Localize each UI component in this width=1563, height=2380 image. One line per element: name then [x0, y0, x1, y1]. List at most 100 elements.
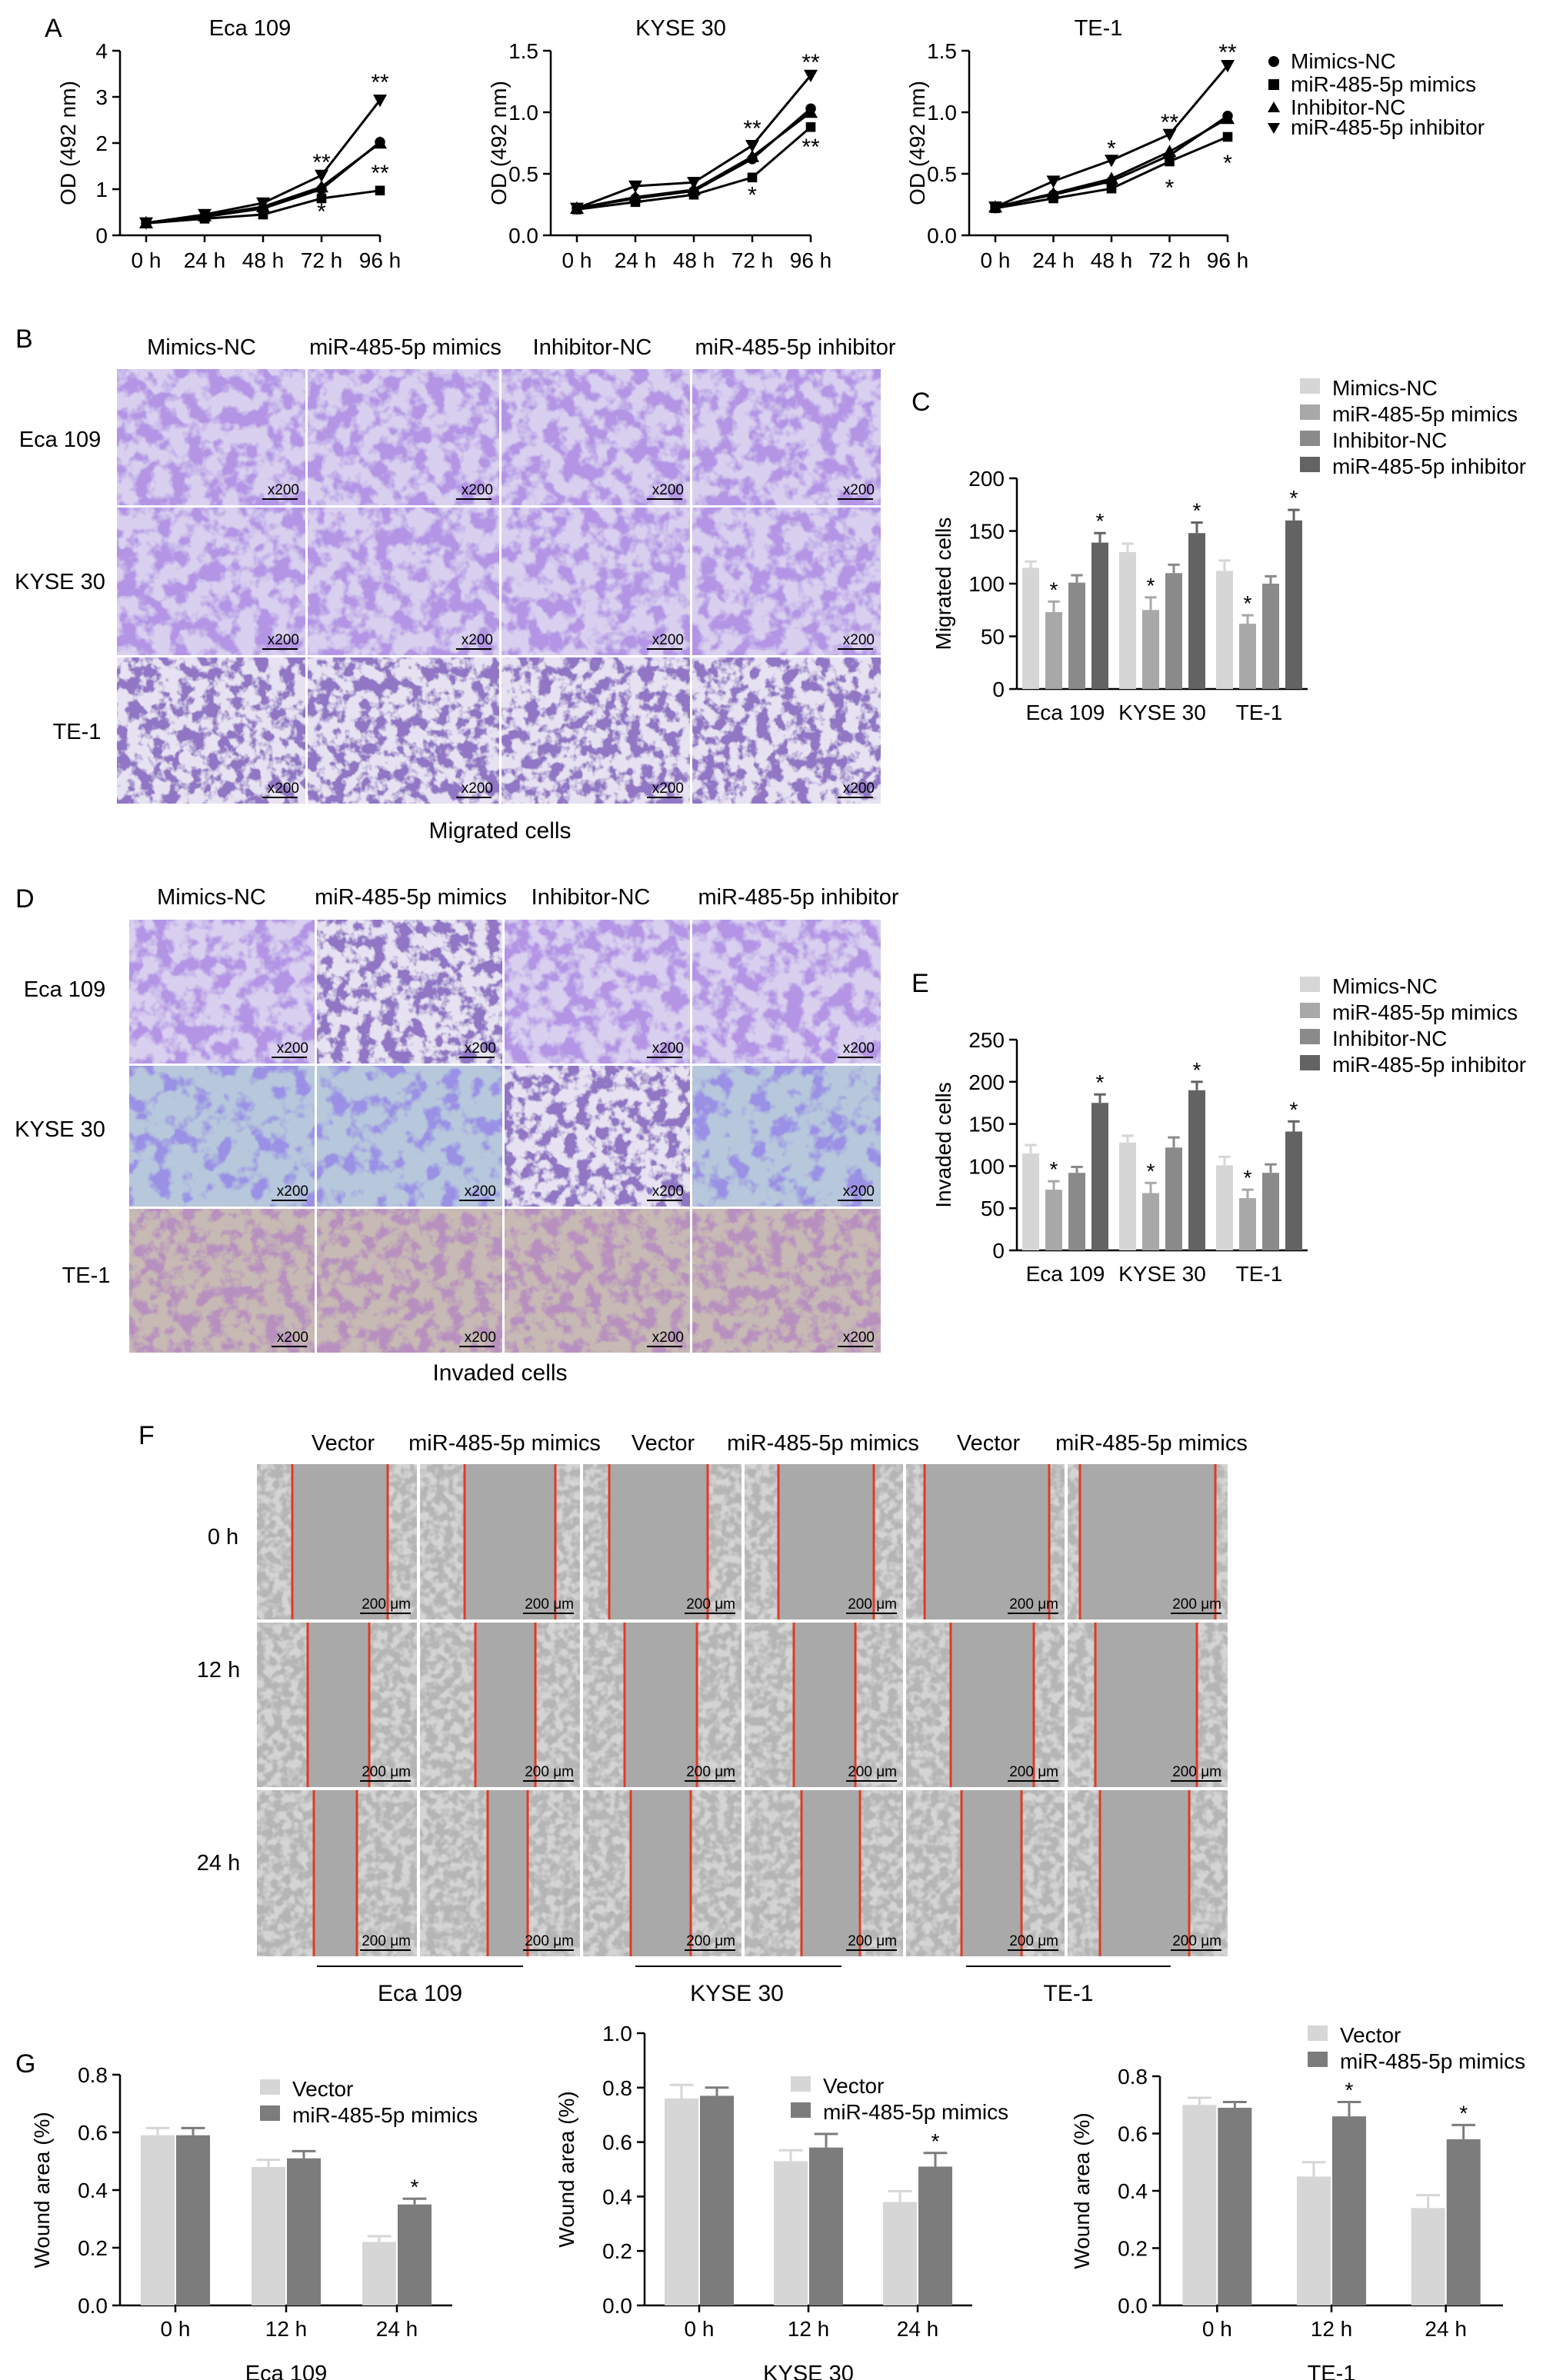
row-label: KYSE 30 — [15, 570, 105, 594]
legend-label: Inhibitor-NC — [1332, 428, 1447, 452]
micrograph — [692, 1209, 881, 1353]
scale-label: x200 — [843, 781, 875, 797]
data-point — [198, 208, 212, 221]
wound-gap — [609, 1464, 708, 1619]
x-tick-label: TE-1 — [1236, 701, 1283, 724]
column-label: Vector — [957, 1431, 1021, 1456]
micrograph — [317, 1209, 502, 1353]
x-tick-label: 24 h — [184, 248, 226, 272]
significance-label: * — [1107, 136, 1116, 161]
wound-gap — [308, 1623, 369, 1787]
x-tick-label: 0 h — [685, 2317, 715, 2341]
x-tick-label: 24 h — [615, 248, 657, 272]
panel-letter-g: G — [15, 2049, 35, 2079]
data-point — [1046, 175, 1061, 188]
legend-label: Mimics-NC — [1291, 49, 1396, 73]
legend-swatch — [1300, 1055, 1320, 1070]
data-point — [745, 140, 759, 153]
column-label: miR-485-5p mimics — [1055, 1431, 1248, 1456]
bar — [398, 2204, 432, 2305]
legend-label: miR-485-5p mimics — [1291, 72, 1476, 96]
scale-label: 200 μm — [525, 1933, 574, 1949]
scale-label: x200 — [843, 1040, 875, 1057]
x-tick-label: 24 h — [897, 2317, 939, 2341]
significance-label: * — [1223, 151, 1232, 176]
x-tick-label: 72 h — [301, 248, 343, 272]
data-point — [1222, 131, 1233, 142]
scale-label: 200 μm — [686, 1933, 735, 1949]
scale-label: x200 — [268, 781, 299, 797]
data-point — [1105, 171, 1118, 185]
column-label: Mimics-NC — [157, 885, 266, 910]
data-point — [628, 180, 642, 193]
wound-gap — [1100, 1790, 1189, 1956]
scale-label: x200 — [268, 482, 299, 498]
data-point — [373, 136, 387, 149]
bar — [1285, 520, 1302, 689]
column-label: Vector — [312, 1431, 375, 1456]
column-label: miR-485-5p mimics — [315, 885, 507, 910]
legend-label: miR-485-5p inhibitor — [1332, 454, 1526, 478]
data-point — [315, 180, 328, 193]
group-label: Eca 109 — [378, 1981, 462, 2006]
y-tick-label: 0.6 — [602, 2131, 632, 2155]
chart-title: TE-1 — [1075, 16, 1123, 41]
y-tick-label: 0 — [95, 224, 108, 248]
bar — [918, 2166, 952, 2305]
legend-swatch — [260, 2105, 280, 2121]
bar — [1216, 1165, 1233, 1250]
x-tick-label: KYSE 30 — [1118, 1262, 1206, 1286]
bar — [1332, 2116, 1366, 2305]
scale-label: 200 μm — [848, 1596, 897, 1613]
data-point — [1162, 145, 1177, 158]
y-tick-label: 200 — [968, 1070, 1005, 1094]
data-point — [747, 172, 758, 183]
micrograph — [692, 1066, 881, 1207]
bar — [1022, 1153, 1039, 1250]
significance-label: * — [1345, 2079, 1354, 2102]
y-tick-label: 1.5 — [927, 39, 957, 63]
scale-label: x200 — [843, 632, 875, 648]
bar — [1165, 1147, 1182, 1250]
bar — [1119, 1142, 1136, 1250]
scale-label: x200 — [652, 632, 684, 648]
y-tick-label: 0.4 — [1118, 2179, 1148, 2203]
legend-swatch — [1300, 378, 1320, 394]
column-label: Mimics-NC — [147, 335, 256, 360]
wound-gap — [925, 1464, 1049, 1619]
bar — [176, 2135, 210, 2305]
y-tick-label: 50 — [981, 625, 1005, 649]
y-tick-label: 0.6 — [1118, 2122, 1148, 2146]
micrograph — [308, 369, 499, 505]
y-tick-label: 100 — [968, 572, 1005, 596]
row-label: Eca 109 — [19, 428, 101, 452]
y-tick-label: 150 — [968, 1113, 1005, 1137]
micrograph — [505, 1066, 690, 1207]
column-label: miR-485-5p inhibitor — [698, 885, 898, 910]
data-point — [628, 190, 642, 203]
scale-label: x200 — [462, 482, 493, 498]
legend-label: Vector — [1340, 2023, 1401, 2047]
x-tick-label: 24 h — [376, 2317, 418, 2341]
legend-marker-triangle-down — [1268, 123, 1280, 134]
data-point — [1221, 112, 1235, 125]
wound-gap — [1080, 1464, 1215, 1619]
scale-label: 200 μm — [362, 1764, 411, 1780]
bar — [1045, 1190, 1062, 1250]
significance-label: * — [317, 199, 326, 225]
y-axis-label: OD (492 nm) — [56, 81, 80, 205]
bar — [1188, 1090, 1205, 1250]
column-label: miR-485-5p mimics — [727, 1431, 919, 1456]
x-tick-label: TE-1 — [1236, 1262, 1283, 1286]
significance-label: * — [1244, 591, 1252, 615]
bar — [1239, 624, 1256, 689]
y-tick-label: 50 — [981, 1197, 1005, 1220]
significance-label: ** — [371, 161, 389, 186]
y-tick-label: 1.0 — [508, 101, 538, 125]
panel-letter-f: F — [138, 1421, 155, 1450]
chart-title: KYSE 30 — [635, 16, 726, 41]
legend-label: Mimics-NC — [1332, 974, 1438, 998]
significance-label: * — [1147, 574, 1155, 597]
legend-label: Vector — [292, 2077, 353, 2101]
legend-label: Inhibitor-NC — [1291, 95, 1405, 119]
